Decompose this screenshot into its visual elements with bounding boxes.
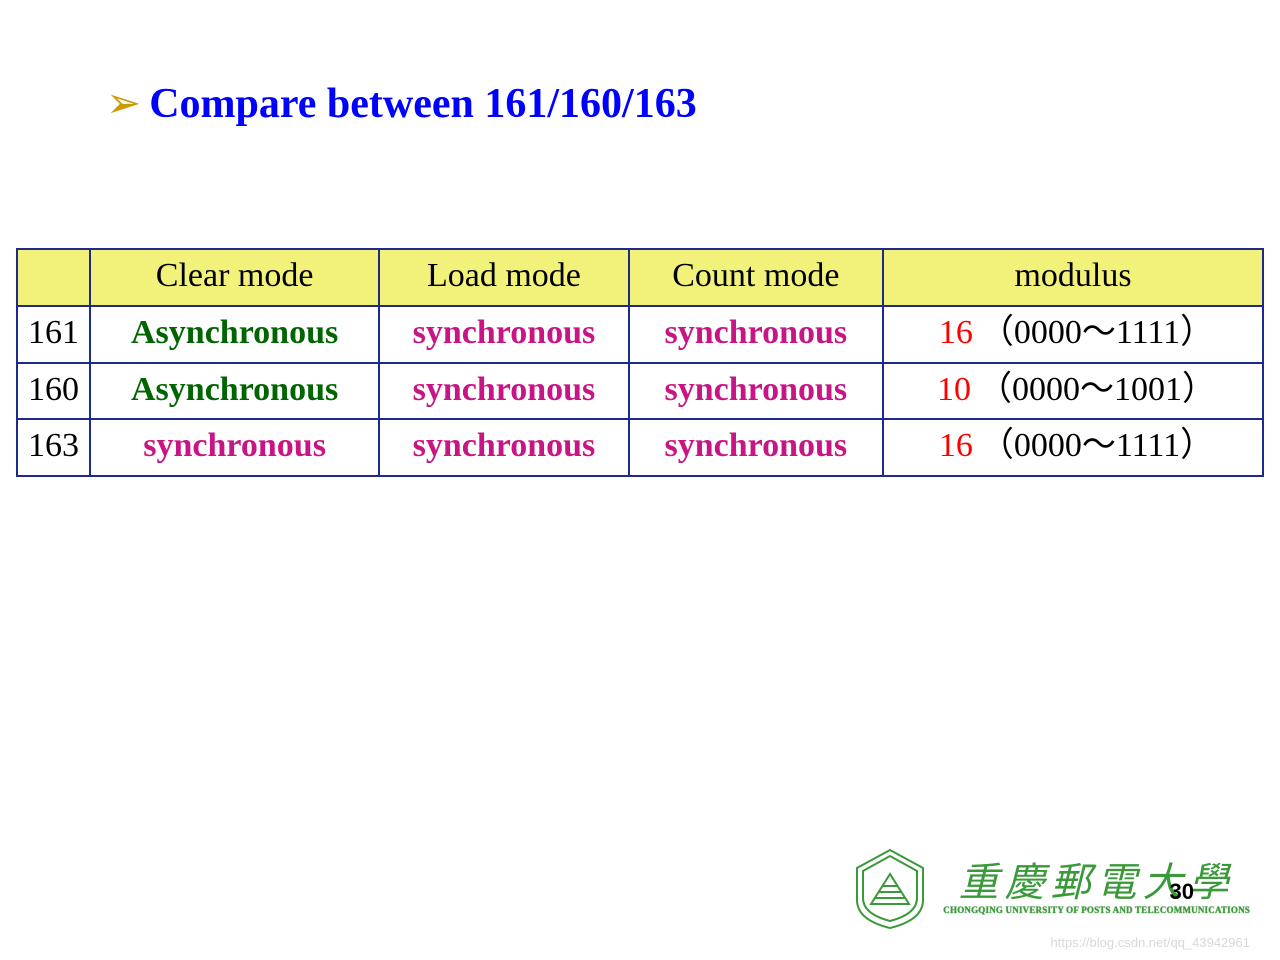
sync-label: synchronous xyxy=(413,427,596,464)
modulus-range: （0000～1001） xyxy=(978,371,1216,408)
table-row: 161 Asynchronous synchronous synchronous… xyxy=(17,306,1263,363)
header-modulus: modulus xyxy=(883,249,1263,306)
modulus-number: 16 xyxy=(932,426,980,467)
sync-label: synchronous xyxy=(413,371,596,408)
cell-clear: Asynchronous xyxy=(90,306,379,363)
comparison-table: Clear mode Load mode Count mode modulus … xyxy=(16,248,1264,477)
modulus-number: 16 xyxy=(932,313,980,354)
async-label: Asynchronous xyxy=(131,314,338,351)
slide: ➢ Compare between 161/160/163 Clear mode… xyxy=(0,0,1280,960)
header-load: Load mode xyxy=(379,249,628,306)
async-label: Asynchronous xyxy=(131,371,338,408)
slide-title-row: ➢ Compare between 161/160/163 xyxy=(106,80,1264,128)
table-row: 160 Asynchronous synchronous synchronous… xyxy=(17,363,1263,420)
modulus-range: （0000～1111） xyxy=(980,427,1214,464)
bullet-icon: ➢ xyxy=(106,83,141,125)
cell-modulus: 10（0000～1001） xyxy=(883,363,1263,420)
modulus-range: （0000～1111） xyxy=(980,314,1214,351)
sync-label: synchronous xyxy=(665,314,848,351)
cell-count: synchronous xyxy=(629,363,883,420)
university-name-en: CHONGQING UNIVERSITY OF POSTS AND TELECO… xyxy=(943,905,1250,915)
table-row: 163 synchronous synchronous synchronous … xyxy=(17,419,1263,476)
page-number: 30 xyxy=(1170,879,1194,905)
cell-load: synchronous xyxy=(379,419,628,476)
cell-id: 161 xyxy=(17,306,90,363)
sync-label: synchronous xyxy=(413,314,596,351)
cell-id: 160 xyxy=(17,363,90,420)
university-seal-icon xyxy=(851,846,929,932)
cell-id: 163 xyxy=(17,419,90,476)
slide-title: Compare between 161/160/163 xyxy=(149,80,697,128)
cell-count: synchronous xyxy=(629,419,883,476)
header-clear: Clear mode xyxy=(90,249,379,306)
sync-label: synchronous xyxy=(665,371,848,408)
cell-modulus: 16（0000～1111） xyxy=(883,306,1263,363)
header-count: Count mode xyxy=(629,249,883,306)
table-header-row: Clear mode Load mode Count mode modulus xyxy=(17,249,1263,306)
modulus-number: 10 xyxy=(930,370,978,411)
cell-load: synchronous xyxy=(379,306,628,363)
sync-label: synchronous xyxy=(665,427,848,464)
cell-load: synchronous xyxy=(379,363,628,420)
header-id xyxy=(17,249,90,306)
cell-clear: synchronous xyxy=(90,419,379,476)
cell-modulus: 16（0000～1111） xyxy=(883,419,1263,476)
cell-count: synchronous xyxy=(629,306,883,363)
sync-label: synchronous xyxy=(143,427,326,464)
cell-clear: Asynchronous xyxy=(90,363,379,420)
watermark-text: https://blog.csdn.net/qq_43942961 xyxy=(1051,935,1251,950)
comparison-table-wrap: Clear mode Load mode Count mode modulus … xyxy=(16,248,1264,477)
university-name-block: 重慶郵電大學 CHONGQING UNIVERSITY OF POSTS AND… xyxy=(943,863,1250,915)
